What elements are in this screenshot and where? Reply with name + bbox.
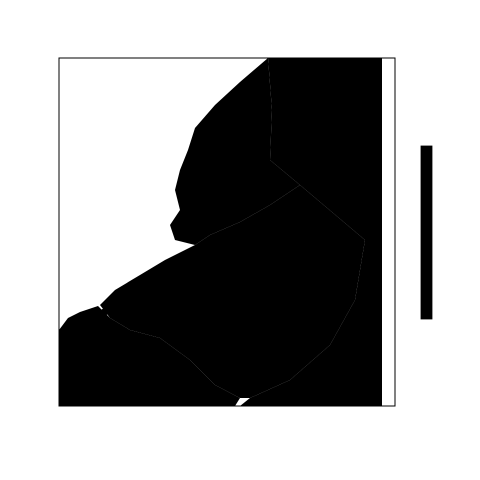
lake-1 [298, 58, 352, 112]
land-southwest [59, 306, 240, 406]
map-panel [59, 58, 382, 406]
shelf-region [100, 185, 365, 398]
bay-2 [75, 368, 92, 386]
gulf-of-maine-region [170, 58, 300, 245]
colorbar-gradient [420, 145, 433, 320]
lake-2 [268, 60, 278, 72]
colorbar [420, 145, 433, 320]
map-frame [58, 57, 396, 407]
land-east [240, 58, 382, 406]
bay-1 [98, 308, 108, 318]
